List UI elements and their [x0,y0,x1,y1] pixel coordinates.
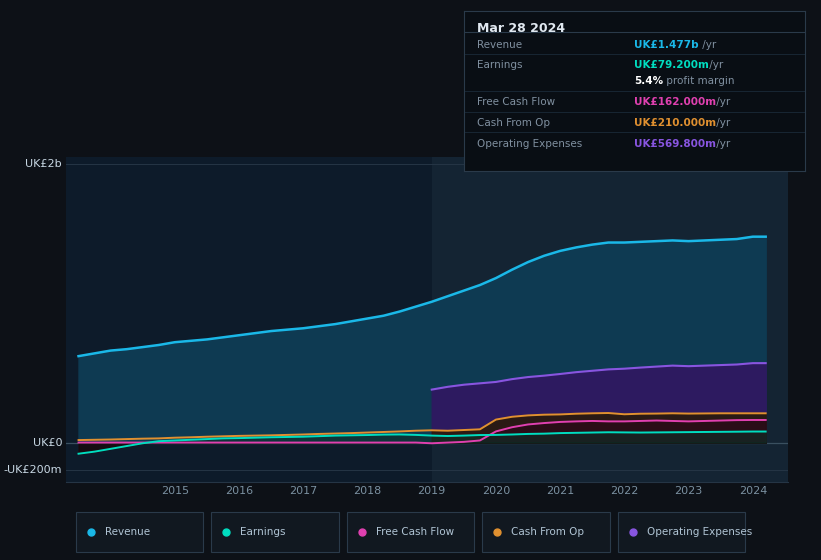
Text: Free Cash Flow: Free Cash Flow [376,527,454,537]
Text: UK£569.800m: UK£569.800m [635,139,716,148]
FancyBboxPatch shape [347,512,475,552]
Text: Cash From Op: Cash From Op [478,118,551,128]
Text: UK£0: UK£0 [33,437,62,447]
FancyBboxPatch shape [212,512,338,552]
Text: UK£79.200m: UK£79.200m [635,60,709,71]
Text: Revenue: Revenue [104,527,149,537]
Text: Earnings: Earnings [478,60,523,71]
FancyBboxPatch shape [482,512,609,552]
Text: Operating Expenses: Operating Expenses [647,527,752,537]
FancyBboxPatch shape [76,512,203,552]
FancyBboxPatch shape [617,512,745,552]
Text: profit margin: profit margin [663,76,734,86]
Text: Free Cash Flow: Free Cash Flow [478,97,556,107]
Text: UK£2b: UK£2b [25,159,62,169]
Text: Cash From Op: Cash From Op [511,527,584,537]
Text: -UK£200m: -UK£200m [3,465,62,475]
Text: Operating Expenses: Operating Expenses [478,139,583,148]
Text: UK£1.477b: UK£1.477b [635,40,699,50]
Text: /yr: /yr [713,139,730,148]
Text: /yr: /yr [713,97,730,107]
Text: /yr: /yr [713,118,730,128]
Text: /yr: /yr [706,60,723,71]
Text: Revenue: Revenue [478,40,523,50]
Text: 5.4%: 5.4% [635,76,663,86]
Bar [432,157,788,482]
Text: /yr: /yr [699,40,716,50]
Text: Earnings: Earnings [240,527,286,537]
Text: Mar 28 2024: Mar 28 2024 [478,22,566,35]
Text: UK£210.000m: UK£210.000m [635,118,717,128]
Text: UK£162.000m: UK£162.000m [635,97,717,107]
